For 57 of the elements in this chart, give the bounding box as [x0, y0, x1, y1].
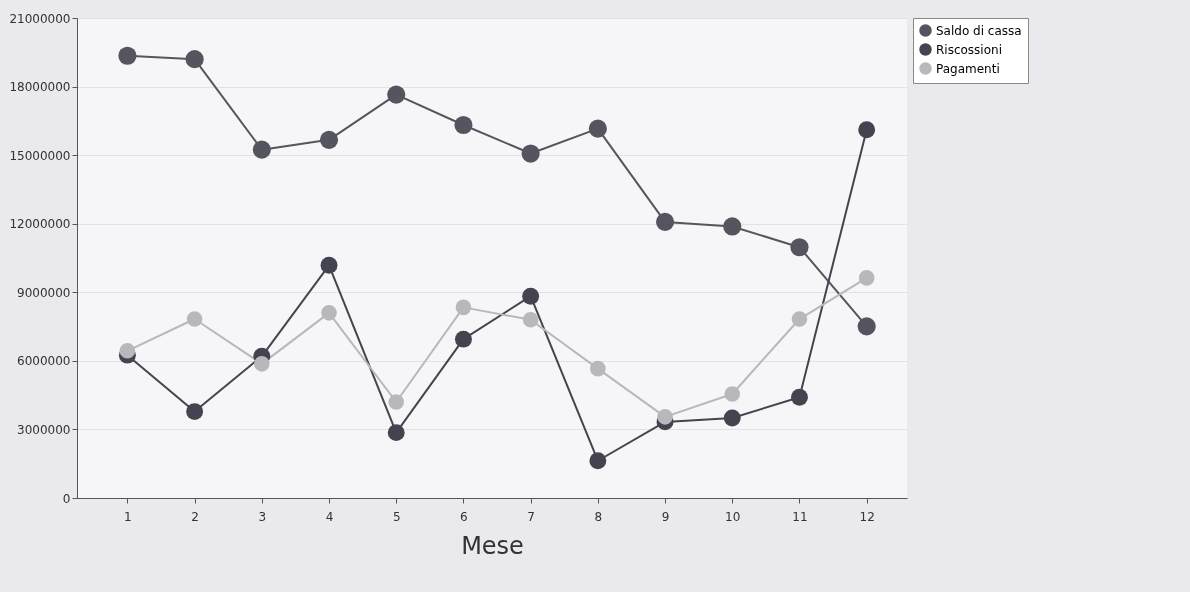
legend-label: Saldo di cassa: [936, 23, 1022, 38]
x-tick-label: 11: [792, 509, 808, 524]
point: [858, 270, 875, 286]
point: [791, 311, 808, 327]
point: [321, 305, 337, 321]
y-tick-label: 12000000: [9, 217, 71, 232]
y-tick-label: 9000000: [17, 285, 71, 300]
point: [252, 140, 271, 159]
point: [655, 212, 675, 231]
x-tick-label: 4: [325, 509, 334, 524]
point: [858, 121, 876, 139]
x-tick-label: 7: [527, 509, 535, 524]
point: [588, 119, 607, 138]
x-tick-label: 2: [191, 509, 199, 524]
point: [454, 115, 473, 135]
x-tick-label: 10: [725, 509, 741, 524]
point: [857, 317, 876, 336]
y-tick-label: 3000000: [17, 422, 71, 437]
point: [388, 394, 405, 410]
point: [319, 130, 339, 149]
point: [791, 388, 808, 406]
point: [186, 403, 204, 421]
point: [723, 217, 742, 236]
point: [387, 85, 406, 104]
point: [119, 343, 136, 359]
point: [254, 356, 270, 372]
point: [320, 256, 338, 274]
x-tick-label: 8: [594, 509, 603, 524]
x-tick-label: 1: [124, 509, 132, 524]
y-tick-label: 0: [62, 491, 71, 506]
y-tick-label: 15000000: [9, 148, 71, 163]
point: [589, 452, 607, 470]
point: [118, 46, 137, 65]
y-tick-label: 6000000: [17, 354, 71, 369]
point: [790, 238, 809, 257]
point: [455, 299, 472, 316]
point: [657, 409, 673, 425]
x-tick-label: 6: [460, 509, 468, 524]
legend-label: Riscossioni: [936, 42, 1002, 57]
y-tick-label: 18000000: [9, 80, 71, 95]
point: [522, 287, 540, 305]
point: [590, 360, 606, 377]
x-tick-label: 12: [859, 509, 875, 524]
point: [521, 144, 540, 163]
x-tick-label: 3: [258, 509, 267, 524]
x-tick-label: 9: [661, 509, 670, 524]
x-axis-title: Mese: [461, 531, 524, 560]
point: [185, 50, 204, 69]
point: [387, 424, 405, 442]
x-tick-label: 5: [392, 509, 401, 524]
point: [723, 409, 741, 427]
point: [454, 330, 472, 348]
point: [522, 311, 539, 328]
point: [186, 311, 203, 327]
y-tick-label: 21000000: [9, 11, 71, 26]
point: [724, 386, 741, 402]
legend-label: Pagamenti: [936, 61, 1000, 76]
